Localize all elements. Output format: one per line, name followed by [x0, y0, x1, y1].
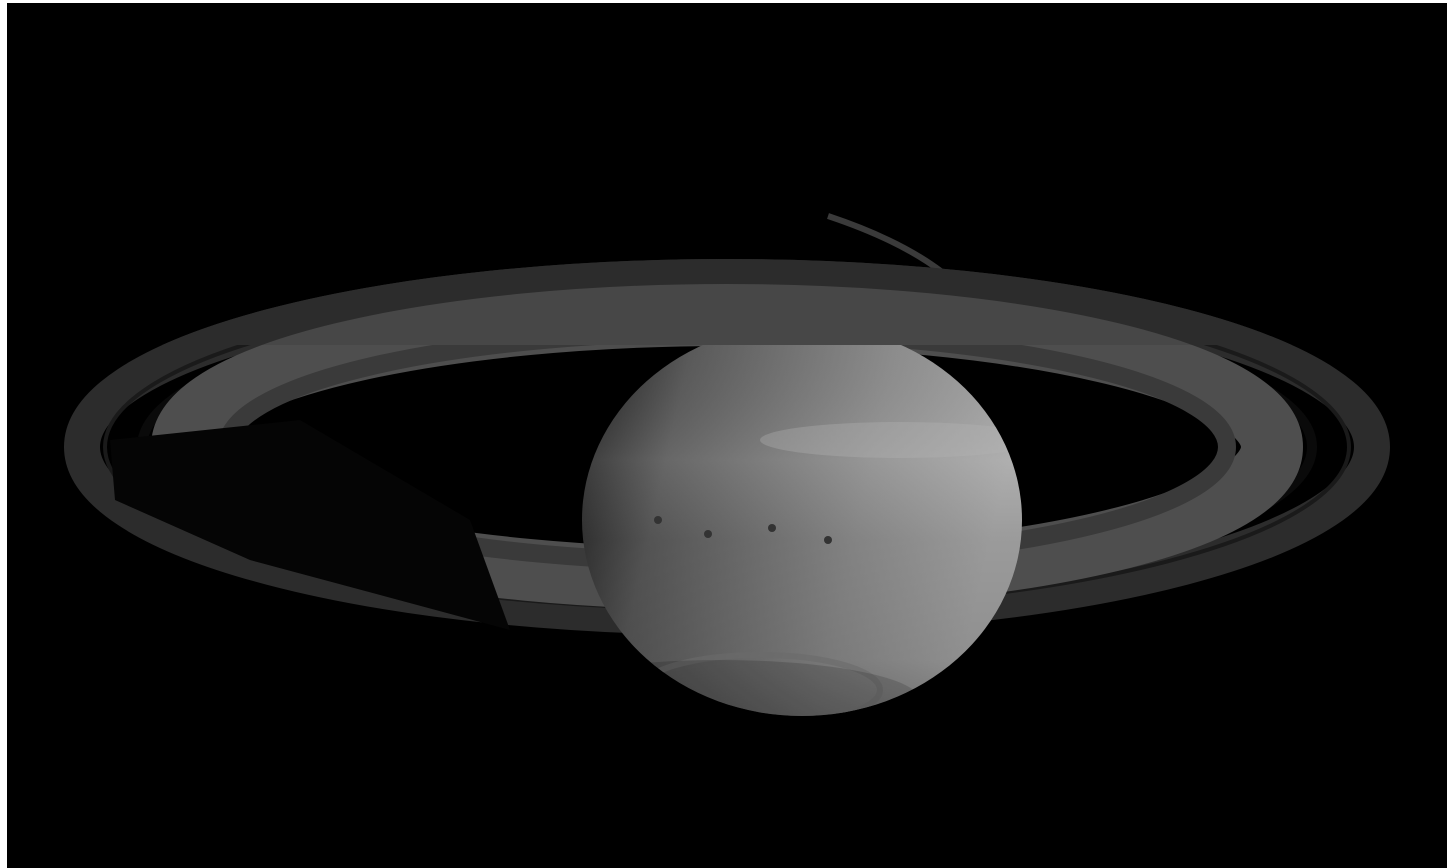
moon-arc [827, 213, 944, 275]
storm-spot [824, 536, 832, 544]
bright-band [760, 422, 1022, 458]
storm-spot [654, 516, 662, 524]
ring-a-front [162, 259, 1292, 345]
storm-spot [768, 524, 776, 532]
storm-spot [704, 530, 712, 538]
ring-b-front [262, 284, 1192, 345]
planet-bands [582, 324, 1022, 716]
planet-shadow-on-rings [110, 420, 510, 630]
rings-over-planet [162, 259, 1292, 345]
